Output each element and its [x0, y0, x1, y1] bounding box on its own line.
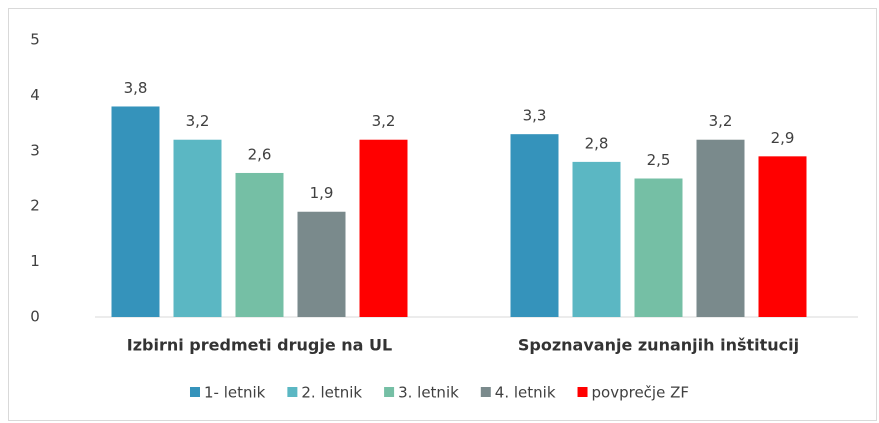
legend-label: 4. letnik [495, 384, 556, 402]
data-label: 2,5 [647, 151, 671, 169]
data-label: 3,2 [186, 112, 210, 130]
y-tick-label: 0 [30, 308, 40, 326]
data-label: 3,2 [372, 112, 396, 130]
y-tick-label: 3 [30, 141, 40, 159]
data-label: 2,9 [771, 129, 795, 147]
legend-label: 1- letnik [204, 384, 266, 402]
data-label: 2,6 [248, 145, 272, 163]
bar [359, 139, 408, 317]
data-label: 1,9 [310, 184, 334, 202]
bar [758, 156, 807, 317]
legend-swatch [577, 387, 588, 397]
bar [297, 211, 346, 317]
data-label: 3,3 [523, 107, 547, 125]
y-tick-label: 5 [30, 31, 40, 49]
bar [111, 106, 160, 317]
legend-swatch [287, 387, 298, 397]
legend-swatch [189, 387, 200, 397]
x-tick-label: Izbirni predmeti drugje na UL [127, 336, 392, 355]
y-tick-label: 1 [30, 252, 40, 270]
data-label: 3,2 [709, 112, 733, 130]
bar [634, 178, 683, 317]
legend-label: 3. letnik [398, 384, 459, 402]
legend-swatch [480, 387, 491, 397]
legend-label: povprečje ZF [592, 384, 689, 402]
bar [696, 139, 745, 317]
bar [510, 134, 559, 317]
x-tick-label: Spoznavanje zunanjih inštitucij [518, 336, 799, 355]
chart-frame [8, 8, 877, 421]
legend-label: 2. letnik [301, 384, 362, 402]
legend-swatch [384, 387, 395, 397]
bar [173, 139, 222, 317]
data-label: 2,8 [585, 134, 609, 152]
y-tick-label: 2 [30, 197, 40, 215]
bar [235, 172, 284, 317]
bar [572, 161, 621, 317]
data-label: 3,8 [124, 79, 148, 97]
y-tick-label: 4 [30, 86, 40, 104]
